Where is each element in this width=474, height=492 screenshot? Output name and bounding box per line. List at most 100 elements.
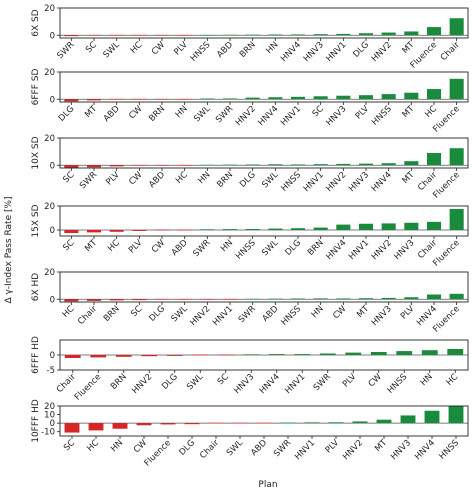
- bar: [86, 34, 102, 36]
- panel-frame: [59, 205, 469, 237]
- bar: [132, 164, 147, 166]
- bar: [88, 423, 104, 431]
- bar: [381, 297, 396, 300]
- panel-frame: [59, 71, 469, 103]
- x-tick-label: HNV1: [324, 40, 348, 64]
- bar: [304, 422, 320, 424]
- bar: [404, 161, 419, 166]
- bar: [358, 95, 374, 100]
- x-tick-label: DLG: [177, 438, 197, 458]
- x-tick-label: Chair: [76, 304, 99, 327]
- bar: [290, 96, 306, 100]
- panel-frame: [59, 271, 469, 303]
- x-tick-label: ABD: [170, 238, 190, 258]
- x-tick-label: HC: [85, 438, 101, 454]
- bar: [426, 89, 442, 100]
- x-tick-label: MT: [355, 303, 371, 319]
- bar: [200, 298, 215, 300]
- bar: [90, 355, 107, 358]
- bar: [345, 352, 362, 355]
- x-tick-label: ABD: [249, 438, 269, 458]
- x-tick-label: HNV3: [347, 170, 371, 194]
- x-tick-label: HNSS: [437, 438, 461, 462]
- bar: [115, 355, 132, 357]
- x-tick-label: ABD: [215, 40, 235, 60]
- x-tick-label: HNSS: [234, 238, 258, 262]
- bar: [132, 98, 147, 100]
- x-tick-label: HC: [61, 304, 77, 320]
- bar: [109, 98, 124, 100]
- x-tick-label: HNV1: [211, 304, 235, 328]
- x-tick-label: SWL: [102, 40, 122, 60]
- panel-frame: [59, 339, 469, 371]
- x-tick-label: HNV1: [347, 238, 371, 262]
- x-tick-label: SC: [61, 238, 76, 253]
- bar: [222, 34, 238, 36]
- bar: [448, 406, 464, 424]
- x-tick-label: SWR: [237, 304, 258, 325]
- x-tick-label: HNSS: [189, 40, 213, 64]
- x-tick-label: HNV2: [341, 438, 365, 462]
- y-tick-label: 20: [44, 268, 55, 278]
- bar: [64, 165, 79, 168]
- bar: [358, 298, 374, 300]
- bar: [112, 423, 128, 429]
- x-tick-label: HC: [445, 372, 461, 388]
- x-tick-label: SWR: [191, 238, 212, 259]
- bar: [290, 164, 306, 166]
- bar: [336, 224, 351, 230]
- bar: [109, 165, 124, 167]
- x-tick-label: SC: [62, 438, 77, 453]
- bar: [154, 34, 170, 36]
- bar: [154, 229, 170, 231]
- bar: [177, 229, 192, 231]
- x-tick-label: HN: [419, 372, 435, 388]
- x-tick-label: HNSS: [386, 372, 410, 396]
- bar: [208, 422, 224, 424]
- bar: [268, 34, 283, 36]
- bar: [268, 298, 283, 300]
- y-tick-label: 0: [50, 419, 55, 429]
- bar: [381, 94, 396, 100]
- x-tick-label: DLG: [57, 104, 77, 124]
- panel-label: 6X SD: [31, 9, 41, 36]
- x-tick-label: CW: [367, 372, 385, 390]
- x-tick-label: HNV2: [234, 104, 258, 128]
- x-tick-label: MT: [401, 169, 417, 185]
- bar: [154, 164, 170, 166]
- x-tick-label: HNV3: [324, 104, 348, 128]
- x-tick-label: HNV4: [279, 40, 303, 64]
- x-tick-label: DLG: [238, 170, 258, 190]
- x-tick-label: PLV: [172, 40, 190, 58]
- x-tick-label: BRN: [215, 170, 235, 190]
- bar: [313, 34, 328, 36]
- bar: [268, 228, 283, 230]
- x-tick-label: BRN: [109, 372, 129, 392]
- bar: [396, 351, 413, 355]
- y-tick-label: -10: [41, 428, 55, 438]
- x-tick-label: HNV4: [324, 238, 348, 262]
- x-tick-label: CW: [150, 40, 168, 58]
- bar: [424, 410, 440, 424]
- x-tick-label: PLV: [399, 304, 417, 322]
- x-tick-label: PLV: [104, 170, 122, 188]
- x-tick-label: HNV2: [370, 238, 394, 262]
- bar: [160, 423, 176, 425]
- y-axis-title: Δ γ-Index Pass Rate [%]: [4, 196, 14, 303]
- bar: [358, 33, 374, 36]
- x-tick-label: HNV2: [370, 40, 394, 64]
- bar: [328, 422, 344, 424]
- bar: [400, 415, 416, 424]
- x-tick-label: HN: [109, 438, 125, 454]
- bar: [222, 298, 238, 300]
- x-tick-label: PLV: [354, 104, 372, 122]
- bar: [177, 98, 192, 100]
- bar: [313, 96, 328, 100]
- x-tick-label: SWR: [214, 104, 235, 125]
- x-tick-label: HN: [174, 104, 190, 120]
- panel-frame: [59, 137, 469, 169]
- bar: [177, 164, 192, 166]
